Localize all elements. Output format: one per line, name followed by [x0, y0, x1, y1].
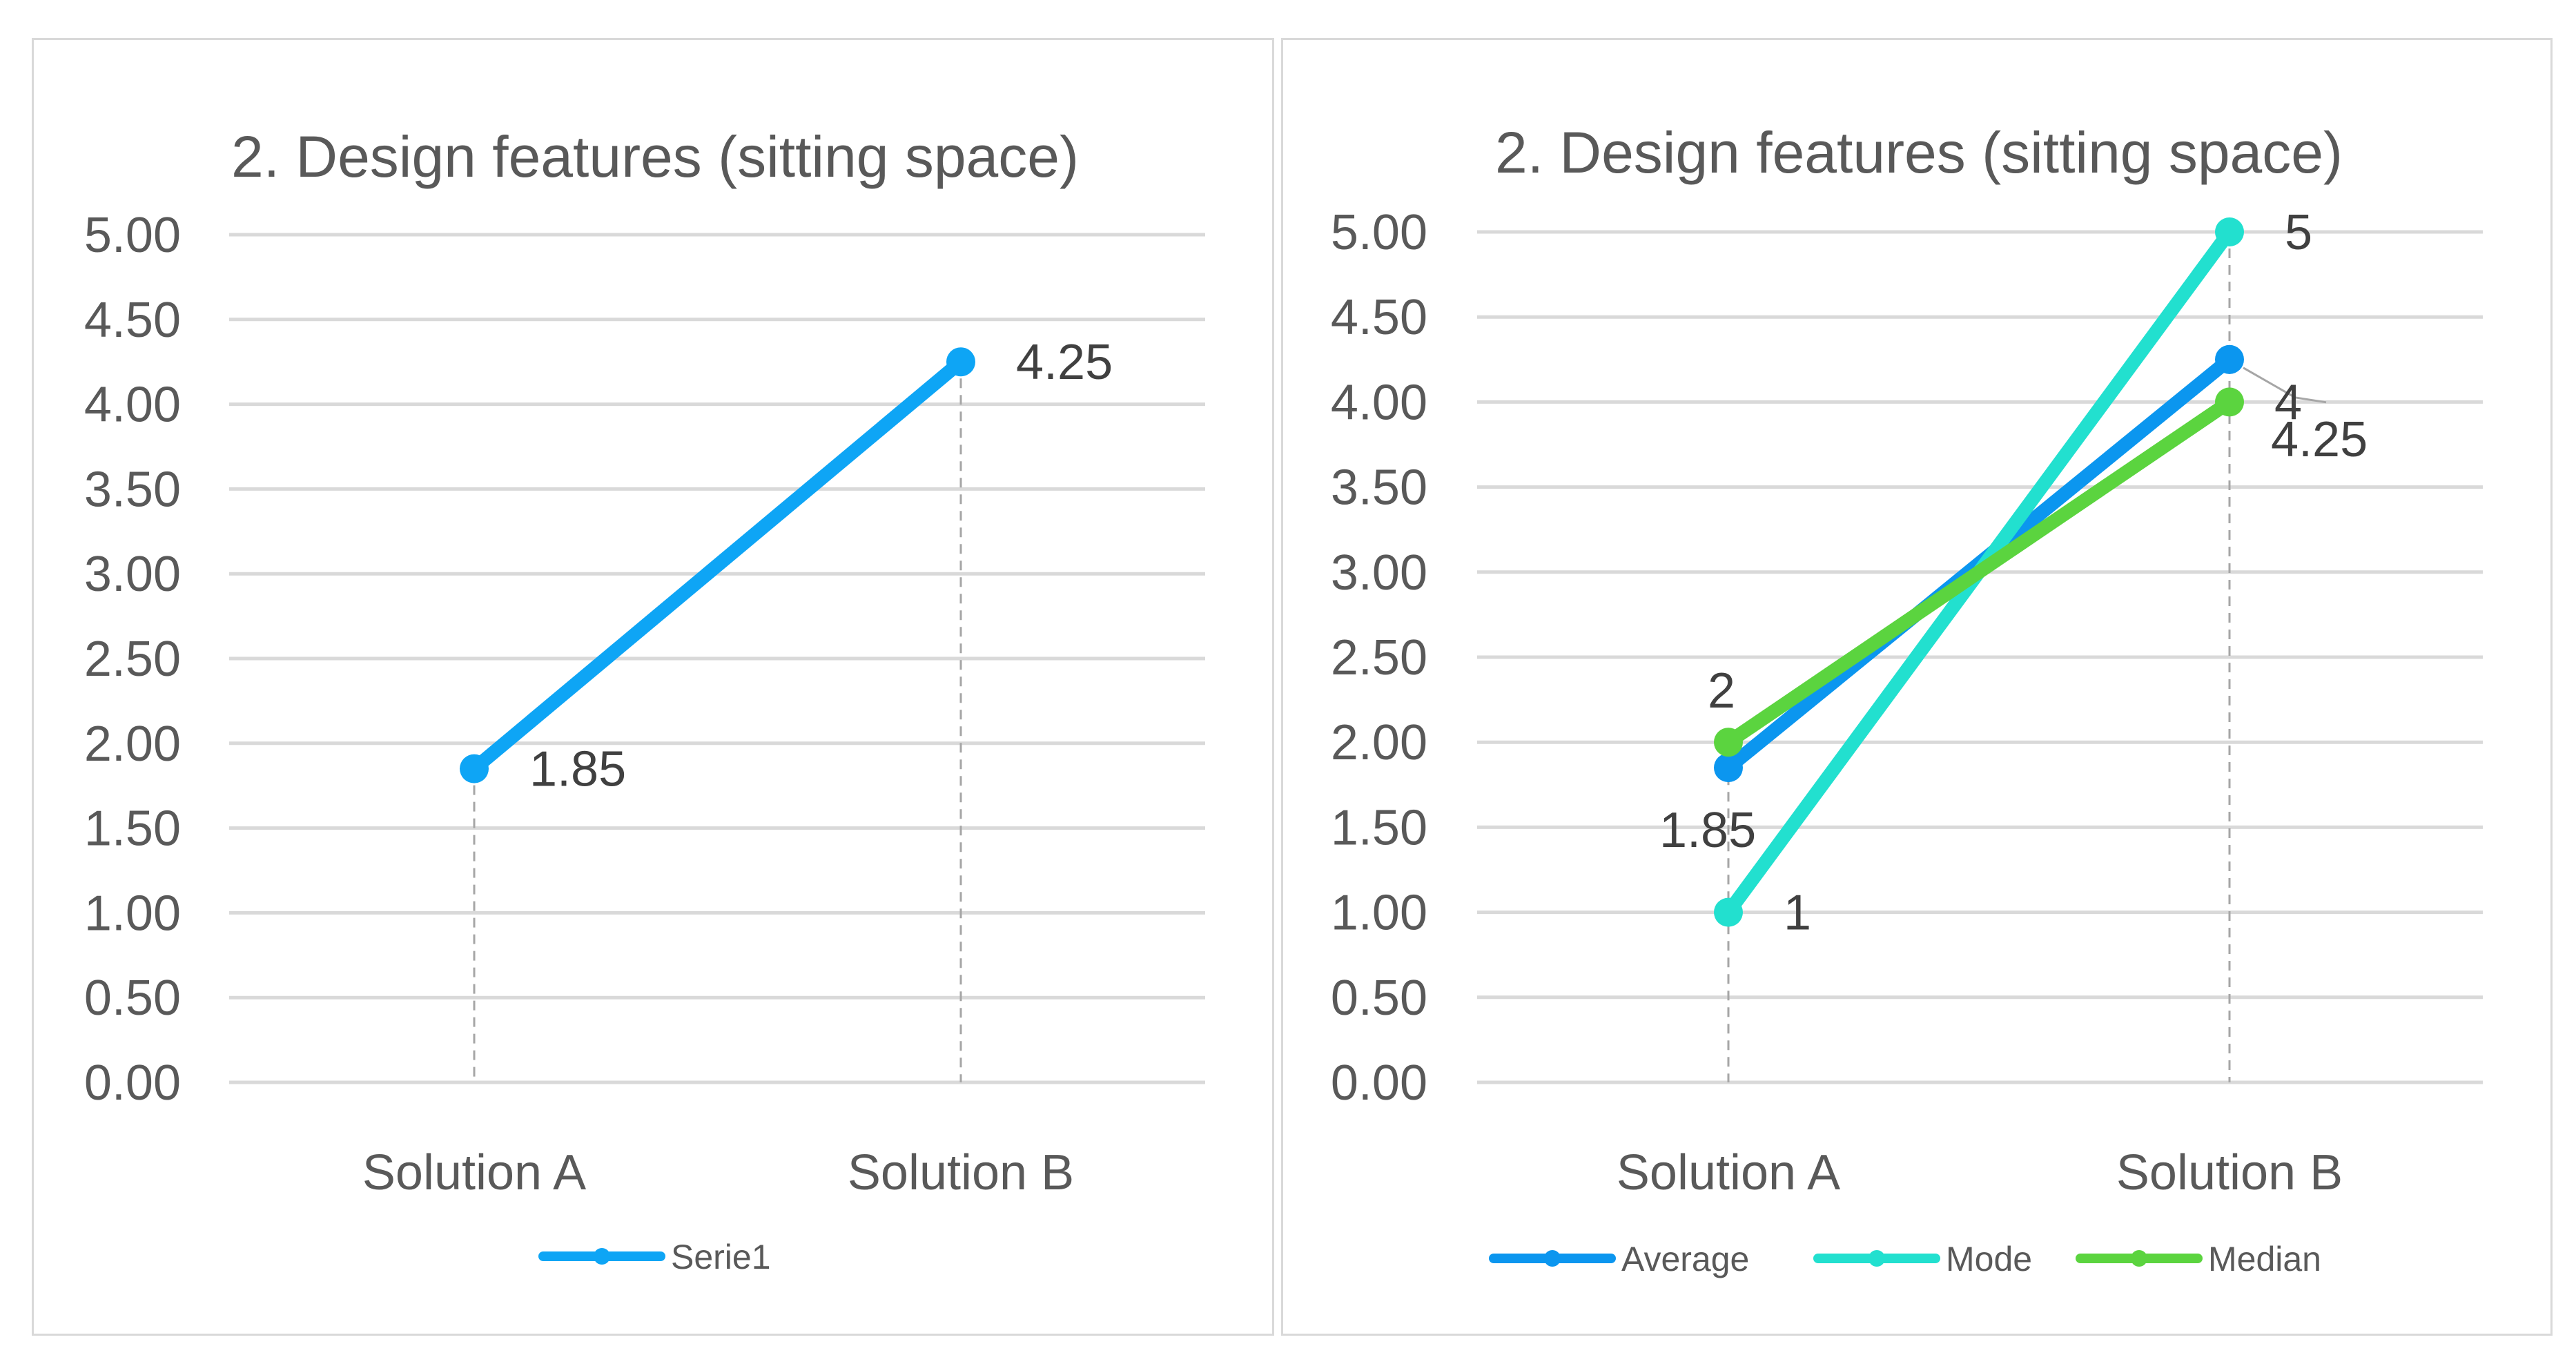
legend-item-median: Median [2076, 1240, 2321, 1278]
legend-label: Mode [1946, 1240, 2032, 1278]
data-label: 4 [2274, 375, 2302, 430]
y-tick-label: 3.50 [1331, 460, 1427, 516]
data-label: 4.25 [1016, 335, 1113, 390]
chart-panel-left: 2. Design features (sitting space) 0.00 0.… [32, 38, 1274, 1336]
x-category-label: Solution B [2116, 1145, 2343, 1200]
data-point-median [2215, 387, 2244, 417]
y-tick-label: 4.00 [84, 378, 181, 433]
y-tick-label: 3.00 [1331, 545, 1427, 601]
chart-title: 2. Design features (sitting space) [231, 124, 1079, 189]
chart-title: 2. Design features (sitting space) [1495, 120, 2343, 185]
legend-item-serie1: Serie1 [538, 1238, 771, 1276]
legend-marker [1544, 1250, 1561, 1267]
data-point-average [1714, 753, 1743, 783]
line-chart-right: 2. Design features (sitting space) 0.00 0.… [1331, 120, 2483, 1278]
y-tick-label: 4.00 [1331, 375, 1427, 430]
legend-label: Serie1 [671, 1238, 771, 1276]
series-line-serie1 [467, 355, 968, 776]
legend-label: Median [2208, 1240, 2321, 1278]
data-point-serie1 [946, 347, 975, 377]
y-tick-label: 3.00 [84, 547, 181, 602]
y-tick-label: 0.50 [1331, 971, 1427, 1026]
y-tick-label: 5.00 [84, 208, 181, 263]
y-tick-label: 2.00 [1331, 715, 1427, 770]
y-tick-label: 1.00 [84, 886, 181, 941]
data-point-mode [2215, 217, 2244, 246]
data-label: 1.85 [529, 742, 626, 797]
data-label: 5 [2285, 205, 2312, 260]
x-category-label: Solution A [362, 1145, 586, 1200]
data-point-serie1 [460, 754, 489, 783]
y-tick-label: 0.00 [84, 1055, 181, 1111]
y-tick-label: 1.00 [1331, 886, 1427, 941]
y-tick-label: 5.00 [1331, 205, 1427, 260]
x-category-label: Solution B [848, 1145, 1074, 1200]
chart-panel-right: 2. Design features (sitting space) 0.00 0.… [1281, 38, 2553, 1336]
legend-label: Average [1621, 1240, 1749, 1278]
y-tick-label: 4.50 [84, 293, 181, 348]
legend-item-mode: Mode [1813, 1240, 2032, 1278]
data-label: 1 [1784, 886, 1811, 941]
data-point-mode [1714, 897, 1743, 927]
legend-marker [1868, 1250, 1885, 1267]
data-label: 2 [1708, 663, 1735, 719]
data-point-median [1714, 728, 1743, 757]
label-leader-line [2243, 367, 2327, 404]
y-tick-label: 0.50 [84, 971, 181, 1026]
line-chart-left: 2. Design features (sitting space) 0.00 0.… [84, 124, 1205, 1276]
legend-marker [594, 1248, 610, 1265]
x-category-label: Solution A [1617, 1145, 1840, 1200]
y-tick-label: 4.50 [1331, 290, 1427, 345]
legend-marker [2131, 1250, 2147, 1267]
y-tick-label: 3.50 [84, 462, 181, 517]
y-tick-label: 0.00 [1331, 1055, 1427, 1111]
y-tick-label: 2.50 [84, 632, 181, 687]
legend-item-average: Average [1489, 1240, 1749, 1278]
data-label: 1.85 [1659, 803, 1756, 858]
data-label: 4.25 [2271, 412, 2368, 467]
series-line-median [1721, 395, 2236, 750]
y-tick-label: 2.00 [84, 717, 181, 772]
y-tick-label: 1.50 [84, 801, 181, 857]
data-point-average [2215, 344, 2244, 374]
y-tick-label: 2.50 [1331, 630, 1427, 685]
y-tick-label: 1.50 [1331, 800, 1427, 855]
